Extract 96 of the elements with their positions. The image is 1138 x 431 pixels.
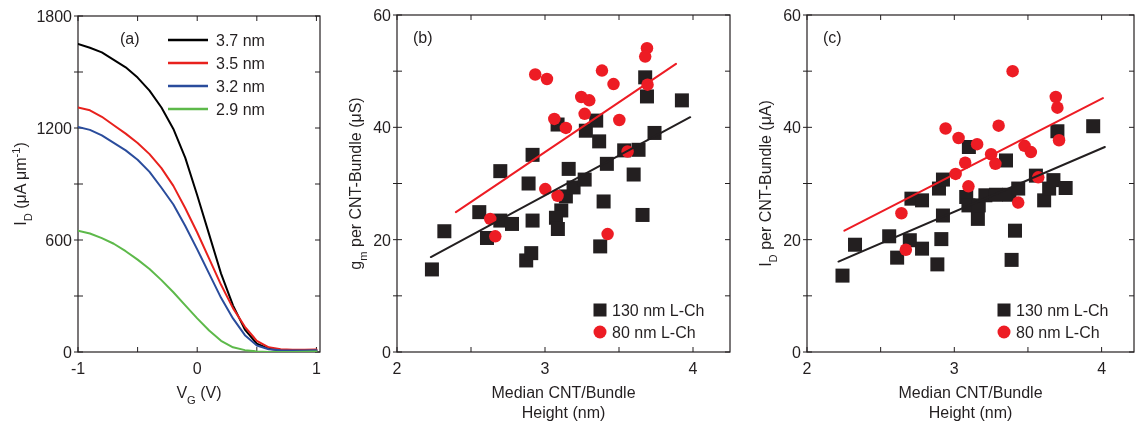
annotation: (a): [120, 30, 140, 47]
x-tick-label: 3: [949, 360, 959, 377]
line-series: [78, 229, 318, 352]
y-tick-label: 40: [373, 119, 392, 137]
legend-label: 3.7 nm: [216, 32, 265, 49]
point: [1051, 101, 1064, 114]
x-tick-label: 4: [688, 360, 698, 377]
point: [970, 137, 984, 151]
point: [472, 205, 487, 220]
y-tick-label: 600: [45, 232, 73, 249]
point: [674, 93, 689, 108]
legend-label: 80 nm L-Ch: [1016, 324, 1100, 341]
legend-label: 130 nm L-Ch: [1016, 302, 1109, 319]
point: [1049, 90, 1063, 104]
point: [493, 164, 508, 179]
y-tick-label: 0: [63, 344, 73, 361]
point: [607, 77, 620, 91]
point: [583, 94, 596, 107]
legend-label: 3.5 nm: [216, 55, 265, 72]
x-axis-title: Median CNT/Bundle Height (nm): [898, 384, 1043, 421]
point: [578, 107, 591, 121]
x-tick-label: -1: [70, 360, 86, 377]
point: [890, 250, 905, 265]
point: [525, 213, 540, 228]
point: [952, 131, 965, 145]
point: [962, 180, 975, 193]
point: [639, 89, 654, 104]
point: [559, 121, 573, 135]
point: [915, 193, 930, 208]
point: [1006, 64, 1019, 78]
point: [437, 224, 452, 239]
point: [596, 194, 611, 209]
y-tick-label: 40: [783, 119, 802, 137]
point: [1024, 145, 1038, 159]
annotation: (c): [823, 29, 842, 46]
point: [539, 182, 552, 196]
point: [934, 232, 949, 247]
point: [550, 222, 565, 236]
y-tick-label: 60: [783, 7, 802, 24]
x-tick-label: 3: [540, 360, 550, 377]
point: [939, 122, 952, 135]
legend-label: 2.9 nm: [216, 101, 265, 118]
point: [626, 167, 641, 182]
y-tick-label: 1200: [36, 120, 73, 137]
point: [835, 268, 850, 283]
point: [895, 207, 908, 220]
y-tick-label: 0: [382, 344, 392, 361]
point: [635, 207, 650, 222]
annotation: (b): [413, 29, 433, 46]
point: [989, 157, 1002, 171]
point: [577, 172, 592, 187]
point: [528, 68, 542, 81]
point: [593, 239, 608, 254]
point: [551, 189, 564, 203]
y-tick-label: 20: [373, 231, 392, 249]
x-tick-label: 0: [192, 360, 202, 377]
point: [424, 262, 439, 277]
point: [1086, 119, 1101, 134]
legend-label: 3.2 nm: [216, 78, 265, 95]
point: [601, 227, 614, 241]
point: [540, 72, 554, 86]
point: [505, 216, 519, 231]
y-tick-label: 0: [792, 344, 802, 361]
point: [638, 50, 652, 63]
y-tick-label: 60: [373, 7, 392, 24]
point: [489, 230, 502, 243]
y-tick-label: 1800: [36, 8, 73, 25]
point: [1007, 223, 1022, 238]
point: [548, 112, 561, 126]
point: [1058, 180, 1073, 195]
point: [524, 246, 539, 261]
x-tick-label: 2: [392, 360, 402, 377]
point: [1046, 173, 1061, 188]
point: [992, 119, 1005, 132]
point: [899, 243, 913, 257]
point: [1004, 252, 1019, 267]
point: [592, 134, 607, 149]
point: [930, 257, 945, 272]
point: [1052, 134, 1066, 147]
x-axis-title: Median CNT/Bundle Height (nm): [491, 384, 636, 421]
point: [999, 153, 1013, 168]
x-tick-label: 4: [1097, 360, 1107, 377]
x-tick-label: 1: [311, 360, 321, 377]
x-axis-title: V$_{G}$ (V): [176, 384, 222, 406]
point: [595, 64, 609, 77]
point: [613, 113, 626, 127]
point: [915, 241, 930, 256]
y-tick-label: 20: [783, 231, 802, 249]
point: [521, 176, 536, 191]
point: [848, 237, 863, 252]
legend-label: 80 nm L-Ch: [612, 324, 696, 341]
x-tick-label: 2: [802, 360, 812, 377]
point: [970, 211, 985, 226]
point: [561, 161, 576, 176]
point: [1011, 196, 1025, 209]
legend-label: 130 nm L-Ch: [612, 302, 705, 319]
